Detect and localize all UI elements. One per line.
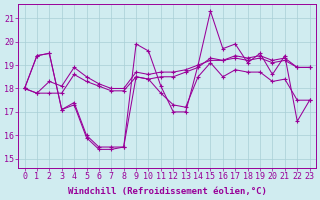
X-axis label: Windchill (Refroidissement éolien,°C): Windchill (Refroidissement éolien,°C)	[68, 187, 267, 196]
